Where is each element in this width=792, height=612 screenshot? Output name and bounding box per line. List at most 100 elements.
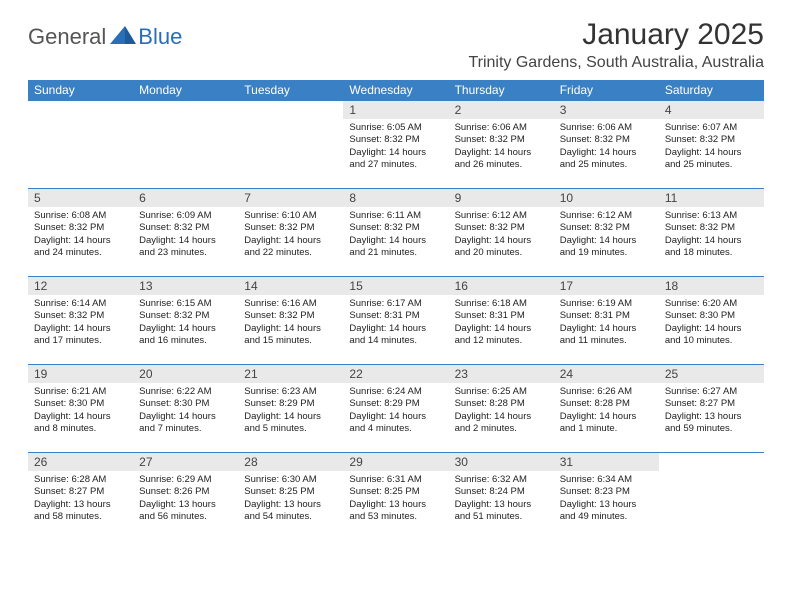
calendar-day-cell: 3Sunrise: 6:06 AMSunset: 8:32 PMDaylight… <box>554 101 659 189</box>
day-details: Sunrise: 6:09 AMSunset: 8:32 PMDaylight:… <box>133 207 238 263</box>
day-details: Sunrise: 6:17 AMSunset: 8:31 PMDaylight:… <box>343 295 448 351</box>
day-number: 24 <box>554 365 659 383</box>
day-number: 29 <box>343 453 448 471</box>
day-number: 11 <box>659 189 764 207</box>
day-number: 3 <box>554 101 659 119</box>
calendar-day-cell: 20Sunrise: 6:22 AMSunset: 8:30 PMDayligh… <box>133 365 238 453</box>
day-number: 23 <box>449 365 554 383</box>
calendar-day-cell: 24Sunrise: 6:26 AMSunset: 8:28 PMDayligh… <box>554 365 659 453</box>
weekday-header: Wednesday <box>343 80 448 101</box>
day-details: Sunrise: 6:18 AMSunset: 8:31 PMDaylight:… <box>449 295 554 351</box>
calendar-day-cell: 25Sunrise: 6:27 AMSunset: 8:27 PMDayligh… <box>659 365 764 453</box>
day-details: Sunrise: 6:25 AMSunset: 8:28 PMDaylight:… <box>449 383 554 439</box>
month-title: January 2025 <box>468 18 764 52</box>
day-details: Sunrise: 6:23 AMSunset: 8:29 PMDaylight:… <box>238 383 343 439</box>
calendar-day-cell: 31Sunrise: 6:34 AMSunset: 8:23 PMDayligh… <box>554 453 659 541</box>
day-details: Sunrise: 6:26 AMSunset: 8:28 PMDaylight:… <box>554 383 659 439</box>
day-number: 18 <box>659 277 764 295</box>
day-number: 13 <box>133 277 238 295</box>
calendar-day-cell: 1Sunrise: 6:05 AMSunset: 8:32 PMDaylight… <box>343 101 448 189</box>
day-number: 17 <box>554 277 659 295</box>
day-number: 21 <box>238 365 343 383</box>
day-number: 16 <box>449 277 554 295</box>
weekday-header: Friday <box>554 80 659 101</box>
weekday-header: Tuesday <box>238 80 343 101</box>
day-details: Sunrise: 6:12 AMSunset: 8:32 PMDaylight:… <box>449 207 554 263</box>
day-details: Sunrise: 6:05 AMSunset: 8:32 PMDaylight:… <box>343 119 448 175</box>
day-number: 31 <box>554 453 659 471</box>
day-details: Sunrise: 6:31 AMSunset: 8:25 PMDaylight:… <box>343 471 448 527</box>
day-number: 2 <box>449 101 554 119</box>
day-number: 6 <box>133 189 238 207</box>
calendar-empty-cell <box>659 453 764 541</box>
calendar-table: SundayMondayTuesdayWednesdayThursdayFrid… <box>28 80 764 541</box>
day-number: 15 <box>343 277 448 295</box>
day-details: Sunrise: 6:16 AMSunset: 8:32 PMDaylight:… <box>238 295 343 351</box>
calendar-day-cell: 23Sunrise: 6:25 AMSunset: 8:28 PMDayligh… <box>449 365 554 453</box>
day-details: Sunrise: 6:20 AMSunset: 8:30 PMDaylight:… <box>659 295 764 351</box>
day-details: Sunrise: 6:15 AMSunset: 8:32 PMDaylight:… <box>133 295 238 351</box>
calendar-day-cell: 13Sunrise: 6:15 AMSunset: 8:32 PMDayligh… <box>133 277 238 365</box>
brand-triangle-icon <box>110 24 136 44</box>
day-number: 4 <box>659 101 764 119</box>
calendar-day-cell: 14Sunrise: 6:16 AMSunset: 8:32 PMDayligh… <box>238 277 343 365</box>
calendar-empty-cell <box>28 101 133 189</box>
day-number: 27 <box>133 453 238 471</box>
weekday-header: Saturday <box>659 80 764 101</box>
day-details: Sunrise: 6:34 AMSunset: 8:23 PMDaylight:… <box>554 471 659 527</box>
day-details: Sunrise: 6:21 AMSunset: 8:30 PMDaylight:… <box>28 383 133 439</box>
calendar-day-cell: 17Sunrise: 6:19 AMSunset: 8:31 PMDayligh… <box>554 277 659 365</box>
day-details: Sunrise: 6:06 AMSunset: 8:32 PMDaylight:… <box>449 119 554 175</box>
brand-blue: Blue <box>138 24 182 50</box>
brand-logo: General Blue <box>28 24 182 50</box>
day-number: 19 <box>28 365 133 383</box>
calendar-day-cell: 28Sunrise: 6:30 AMSunset: 8:25 PMDayligh… <box>238 453 343 541</box>
calendar-day-cell: 12Sunrise: 6:14 AMSunset: 8:32 PMDayligh… <box>28 277 133 365</box>
day-details: Sunrise: 6:11 AMSunset: 8:32 PMDaylight:… <box>343 207 448 263</box>
day-number: 14 <box>238 277 343 295</box>
calendar-day-cell: 6Sunrise: 6:09 AMSunset: 8:32 PMDaylight… <box>133 189 238 277</box>
day-number: 22 <box>343 365 448 383</box>
day-number: 7 <box>238 189 343 207</box>
day-details: Sunrise: 6:29 AMSunset: 8:26 PMDaylight:… <box>133 471 238 527</box>
day-details: Sunrise: 6:13 AMSunset: 8:32 PMDaylight:… <box>659 207 764 263</box>
calendar-body: 1Sunrise: 6:05 AMSunset: 8:32 PMDaylight… <box>28 101 764 541</box>
day-number: 12 <box>28 277 133 295</box>
weekday-header: Thursday <box>449 80 554 101</box>
day-number: 5 <box>28 189 133 207</box>
calendar-day-cell: 2Sunrise: 6:06 AMSunset: 8:32 PMDaylight… <box>449 101 554 189</box>
calendar-day-cell: 26Sunrise: 6:28 AMSunset: 8:27 PMDayligh… <box>28 453 133 541</box>
calendar-day-cell: 21Sunrise: 6:23 AMSunset: 8:29 PMDayligh… <box>238 365 343 453</box>
calendar-row: 26Sunrise: 6:28 AMSunset: 8:27 PMDayligh… <box>28 453 764 541</box>
calendar-row: 5Sunrise: 6:08 AMSunset: 8:32 PMDaylight… <box>28 189 764 277</box>
day-details: Sunrise: 6:10 AMSunset: 8:32 PMDaylight:… <box>238 207 343 263</box>
calendar-day-cell: 7Sunrise: 6:10 AMSunset: 8:32 PMDaylight… <box>238 189 343 277</box>
calendar-day-cell: 19Sunrise: 6:21 AMSunset: 8:30 PMDayligh… <box>28 365 133 453</box>
day-details: Sunrise: 6:14 AMSunset: 8:32 PMDaylight:… <box>28 295 133 351</box>
calendar-day-cell: 16Sunrise: 6:18 AMSunset: 8:31 PMDayligh… <box>449 277 554 365</box>
day-details: Sunrise: 6:27 AMSunset: 8:27 PMDaylight:… <box>659 383 764 439</box>
calendar-row: 1Sunrise: 6:05 AMSunset: 8:32 PMDaylight… <box>28 101 764 189</box>
day-number: 30 <box>449 453 554 471</box>
day-details: Sunrise: 6:19 AMSunset: 8:31 PMDaylight:… <box>554 295 659 351</box>
calendar-day-cell: 18Sunrise: 6:20 AMSunset: 8:30 PMDayligh… <box>659 277 764 365</box>
day-number: 9 <box>449 189 554 207</box>
day-number: 10 <box>554 189 659 207</box>
weekday-header-row: SundayMondayTuesdayWednesdayThursdayFrid… <box>28 80 764 101</box>
calendar-day-cell: 8Sunrise: 6:11 AMSunset: 8:32 PMDaylight… <box>343 189 448 277</box>
day-number: 8 <box>343 189 448 207</box>
day-number: 20 <box>133 365 238 383</box>
calendar-day-cell: 5Sunrise: 6:08 AMSunset: 8:32 PMDaylight… <box>28 189 133 277</box>
day-details: Sunrise: 6:12 AMSunset: 8:32 PMDaylight:… <box>554 207 659 263</box>
weekday-header: Sunday <box>28 80 133 101</box>
calendar-row: 12Sunrise: 6:14 AMSunset: 8:32 PMDayligh… <box>28 277 764 365</box>
day-details: Sunrise: 6:22 AMSunset: 8:30 PMDaylight:… <box>133 383 238 439</box>
calendar-empty-cell <box>133 101 238 189</box>
calendar-day-cell: 30Sunrise: 6:32 AMSunset: 8:24 PMDayligh… <box>449 453 554 541</box>
calendar-day-cell: 22Sunrise: 6:24 AMSunset: 8:29 PMDayligh… <box>343 365 448 453</box>
day-number: 26 <box>28 453 133 471</box>
calendar-day-cell: 11Sunrise: 6:13 AMSunset: 8:32 PMDayligh… <box>659 189 764 277</box>
location-subtitle: Trinity Gardens, South Australia, Austra… <box>468 54 764 72</box>
day-details: Sunrise: 6:32 AMSunset: 8:24 PMDaylight:… <box>449 471 554 527</box>
calendar-day-cell: 15Sunrise: 6:17 AMSunset: 8:31 PMDayligh… <box>343 277 448 365</box>
